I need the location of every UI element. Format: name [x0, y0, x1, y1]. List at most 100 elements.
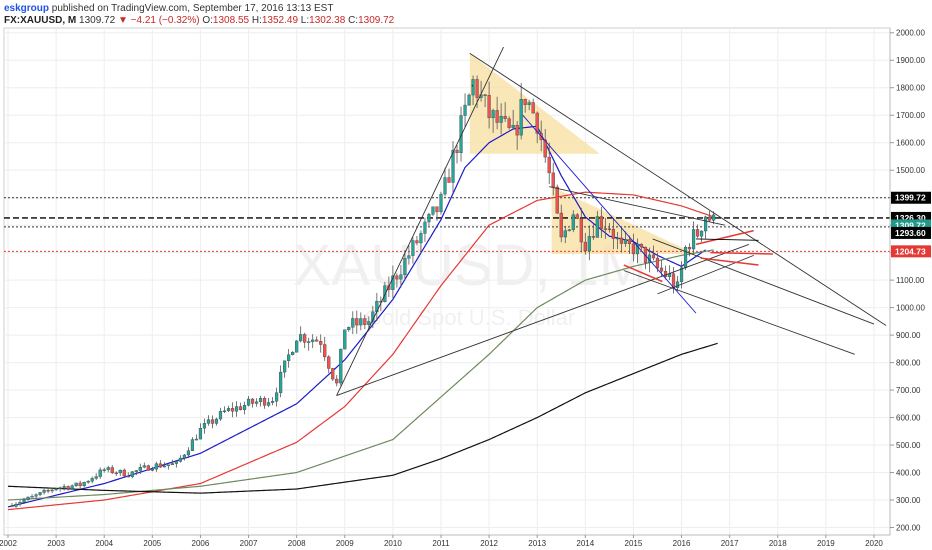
candle-body-72	[295, 340, 299, 353]
candle-body-173	[699, 230, 704, 237]
time-tick-label-8: 2010	[384, 539, 402, 548]
price-tick-label-13: 1500.00	[896, 166, 925, 175]
time-tick-label-9: 2011	[432, 539, 450, 548]
trendline-12	[710, 251, 773, 255]
candle-body-98	[399, 274, 403, 280]
candle-body-124	[503, 115, 507, 119]
candle-body-132	[535, 112, 539, 134]
open-value: 1308.55	[212, 15, 250, 26]
moving-average-2	[7, 249, 714, 501]
candle-body-70	[287, 354, 291, 361]
candle-body-28	[118, 469, 122, 474]
candle-body-63	[258, 398, 263, 402]
candle-body-51	[210, 419, 215, 424]
candle-body-142	[575, 214, 579, 219]
price-tick-label-14: 1600.00	[896, 139, 925, 148]
candle-body-34	[142, 465, 146, 468]
candle-body-14	[62, 486, 66, 488]
candle-body-39	[162, 465, 166, 468]
price-tick-label-9: 1100.00	[896, 276, 925, 285]
candle-body-35	[146, 465, 150, 471]
candle-body-139	[563, 230, 567, 238]
time-axis[interactable]: 2002 2003 2004 2005 2006 2007 2008 2009 2010 2011…	[0, 534, 890, 548]
candle-body-47	[194, 438, 199, 441]
candle-body-68	[279, 371, 283, 393]
trendline-3	[549, 186, 725, 226]
candle-body-154	[623, 239, 628, 244]
candle-body-74	[303, 334, 307, 343]
candle-body-117	[475, 79, 479, 98]
price-tick-label-17: 1900.00	[896, 56, 925, 65]
candle-body-42	[174, 461, 178, 464]
candle-body-48	[198, 428, 203, 440]
candle-body-59	[242, 405, 247, 410]
shaded-region-0	[469, 53, 600, 154]
candle-body-55	[226, 408, 231, 412]
candle-body-107	[435, 206, 439, 213]
candle-body-130	[527, 102, 531, 105]
candle-body-53	[218, 410, 223, 420]
candle-body-125	[507, 118, 511, 128]
price-label-1: 1326.30	[895, 213, 926, 223]
candle-body-9	[42, 489, 46, 493]
candles	[10, 75, 716, 508]
candle-body-86	[351, 318, 355, 328]
candle-body-90	[367, 321, 371, 325]
candle-body-103	[419, 233, 423, 244]
trendlines	[336, 46, 887, 396]
candle-body-60	[246, 398, 251, 406]
candle-body-85	[347, 327, 351, 330]
candle-body-100	[407, 255, 411, 259]
candle-body-5	[26, 496, 30, 501]
candle-body-8	[38, 492, 42, 495]
candle-body-94	[383, 285, 387, 302]
price-label-bg-4	[891, 245, 931, 258]
candle-body-102	[415, 240, 419, 244]
candle-body-151	[611, 228, 615, 239]
candle-body-111	[451, 149, 455, 183]
candle-body-44	[182, 454, 187, 459]
candle-body-146	[591, 236, 595, 238]
price-tick-label-0: 200.00	[896, 524, 921, 533]
candle-body-174	[703, 216, 708, 232]
price-tick-label-7: 900.00	[896, 331, 921, 340]
candle-body-13	[58, 487, 62, 489]
candle-body-65	[266, 402, 271, 406]
time-tick-label-14: 2016	[673, 539, 691, 548]
trendline-8	[623, 264, 663, 283]
candle-body-1	[10, 505, 14, 507]
candle-body-46	[190, 439, 195, 451]
time-tick-label-12: 2014	[576, 539, 594, 548]
price-tick-label-6: 800.00	[896, 359, 921, 368]
trendline-1	[336, 46, 504, 396]
candle-body-110	[447, 177, 451, 183]
candle-body-27	[114, 472, 118, 475]
time-tick-label-16: 2018	[769, 539, 787, 548]
author-link[interactable]: eskgroup	[4, 3, 50, 14]
candle-body-122	[495, 110, 499, 123]
candle-body-129	[523, 99, 527, 105]
trendline-0	[469, 52, 887, 326]
price-axis[interactable]: 200.00 300.00 400.00 500.00 600.00 700.00 800.…	[889, 28, 925, 535]
candle-body-12	[54, 488, 58, 491]
trendline-9	[695, 229, 754, 246]
publish-line: eskgroup published on TradingView.com, S…	[4, 3, 333, 14]
shaded-triangles	[469, 53, 696, 255]
candle-body-50	[206, 419, 211, 424]
plot-area	[3, 27, 891, 536]
published-text: published on TradingView.com, September …	[51, 3, 334, 14]
candle-body-101	[411, 240, 415, 256]
candle-body-136	[551, 172, 555, 188]
trendline-4	[623, 270, 855, 355]
candle-body-168	[679, 267, 684, 283]
low-value: 1302.38	[309, 15, 346, 26]
candle-body-141	[571, 214, 575, 230]
time-tick-label-11: 2013	[528, 539, 546, 548]
candle-body-156	[631, 243, 636, 255]
open-label: O:	[202, 15, 213, 26]
candle-body-21	[90, 478, 94, 482]
price-label-2: 1309.72	[895, 220, 926, 230]
candle-body-79	[323, 344, 327, 358]
